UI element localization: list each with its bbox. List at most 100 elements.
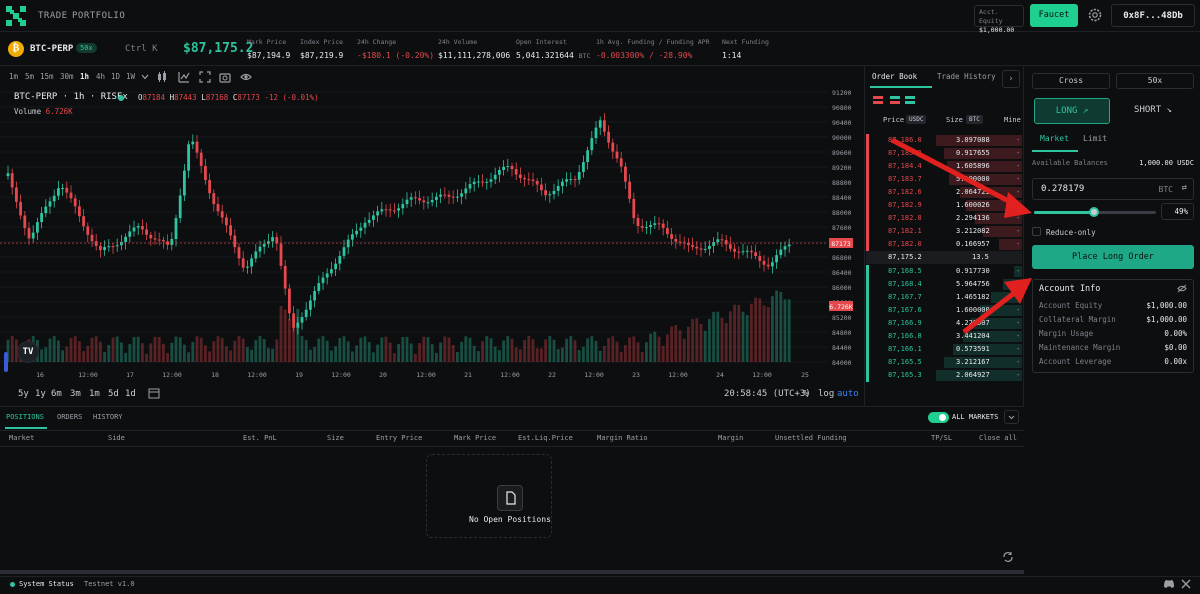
logo-icon[interactable] bbox=[6, 6, 26, 26]
candlestick-chart[interactable]: 91200 90800 90400 90000 89600 89200 88800 88400… bbox=[0, 88, 864, 384]
side-marker bbox=[866, 317, 869, 330]
ask-row[interactable]: 87,183.7 5.100000 - bbox=[866, 173, 1022, 186]
tab-market[interactable]: Market bbox=[1040, 134, 1069, 143]
account-row-label: Margin Usage bbox=[1039, 329, 1094, 338]
faucet-button[interactable]: Faucet bbox=[1030, 4, 1078, 27]
tab-history[interactable]: HISTORY bbox=[93, 413, 123, 421]
bid-row[interactable]: 87,167.6 1.600000 - bbox=[866, 304, 1022, 317]
timeframe-30m[interactable]: 30m bbox=[60, 72, 74, 81]
x-twitter-icon[interactable] bbox=[1181, 579, 1191, 589]
place-order-button[interactable]: Place Long Order bbox=[1032, 245, 1194, 269]
stat-value: 5,041.321644 bbox=[516, 51, 574, 60]
timeframe-15m[interactable]: 15m bbox=[40, 72, 54, 81]
tab-trade-history[interactable]: Trade History bbox=[937, 72, 996, 81]
volume-bar bbox=[103, 352, 106, 362]
percent-toggle[interactable]: % bbox=[803, 389, 809, 399]
chart-scroll-handle[interactable] bbox=[4, 352, 8, 372]
tab-positions[interactable]: POSITIONS bbox=[6, 413, 44, 421]
calendar-icon[interactable] bbox=[148, 387, 160, 399]
markets-dropdown[interactable] bbox=[1004, 410, 1019, 424]
range-6m[interactable]: 6m bbox=[51, 389, 62, 399]
timeframe-1d[interactable]: 1D bbox=[111, 72, 121, 81]
candle-body bbox=[708, 245, 711, 249]
auto-toggle[interactable]: auto bbox=[837, 389, 859, 399]
eye-icon[interactable] bbox=[240, 71, 252, 83]
ask-row[interactable]: 87,182.1 3.212082 - bbox=[866, 225, 1022, 238]
candle-body bbox=[661, 223, 665, 229]
candle-body bbox=[779, 249, 783, 256]
timeframe-1h[interactable]: 1h bbox=[80, 72, 90, 81]
timeframe-1w[interactable]: 1W bbox=[126, 72, 136, 81]
nav-portfolio[interactable]: PORTFOLIO bbox=[72, 11, 126, 21]
fullscreen-icon[interactable] bbox=[199, 71, 211, 83]
candle-body bbox=[657, 223, 661, 225]
ask-row[interactable]: 87,186.0 3.097088 - bbox=[866, 134, 1022, 147]
ask-row[interactable]: 87,182.8 2.294136 - bbox=[866, 212, 1022, 225]
bid-row[interactable]: 87,165.3 2.064927 - bbox=[866, 369, 1022, 382]
bid-row[interactable]: 87,166.1 0.573591 - bbox=[866, 343, 1022, 356]
timeframe-5m[interactable]: 5m bbox=[25, 72, 35, 81]
order-size-input[interactable]: 0.278179 BTC ⇄ bbox=[1032, 178, 1194, 200]
candle-body bbox=[86, 226, 90, 235]
tradingview-logo-icon[interactable]: TV bbox=[17, 341, 39, 363]
candles-icon[interactable] bbox=[156, 71, 168, 83]
chevron-right-icon[interactable]: › bbox=[1002, 70, 1020, 88]
horizontal-scrollbar[interactable] bbox=[0, 570, 1024, 574]
timeframe-4h[interactable]: 4h bbox=[96, 72, 106, 81]
range-3m[interactable]: 3m bbox=[70, 389, 81, 399]
log-toggle[interactable]: log bbox=[818, 389, 835, 399]
price-unit-selector[interactable]: USDC bbox=[906, 115, 927, 124]
leverage-button[interactable]: 50x bbox=[1116, 73, 1194, 89]
all-markets-toggle[interactable] bbox=[928, 412, 949, 423]
candle-body bbox=[267, 241, 270, 244]
ask-row[interactable]: 87,185.2 0.917655 - bbox=[866, 147, 1022, 160]
timeframe-1m[interactable]: 1m bbox=[9, 72, 19, 81]
ask-row[interactable]: 87,184.4 1.605896 - bbox=[866, 160, 1022, 173]
bid-row[interactable]: 87,166.8 3.441204 - bbox=[866, 330, 1022, 343]
candle-body bbox=[195, 141, 199, 153]
candle-body bbox=[733, 248, 736, 252]
range-1m[interactable]: 1m bbox=[89, 389, 100, 399]
volume-bar bbox=[166, 353, 169, 362]
reduce-only-label[interactable]: Reduce-only bbox=[1046, 228, 1096, 237]
tab-orders[interactable]: ORDERS bbox=[57, 413, 83, 421]
range-1d[interactable]: 1d bbox=[125, 389, 136, 399]
eye-off-icon[interactable] bbox=[1177, 284, 1187, 293]
book-view-toggle-icons[interactable] bbox=[873, 96, 915, 106]
volume-bar bbox=[439, 342, 442, 362]
short-button[interactable]: SHORT ↘ bbox=[1134, 105, 1172, 115]
account-row: Account Leverage 0.00x bbox=[1039, 357, 1187, 366]
market-symbol[interactable]: BTC-PERP bbox=[30, 44, 74, 54]
size-slider-thumb[interactable] bbox=[1088, 207, 1099, 217]
gear-icon[interactable] bbox=[1087, 7, 1103, 23]
tab-order-book[interactable]: Order Book bbox=[872, 72, 918, 81]
reduce-only-checkbox[interactable] bbox=[1032, 227, 1041, 236]
all-markets-label[interactable]: ALL MARKETS bbox=[952, 413, 999, 421]
range-5d[interactable]: 5d bbox=[108, 389, 119, 399]
range-1y[interactable]: 1y bbox=[35, 389, 46, 399]
margin-mode-button[interactable]: Cross bbox=[1032, 73, 1110, 89]
bid-row[interactable]: 87,165.5 3.212167 - bbox=[866, 356, 1022, 369]
camera-icon[interactable] bbox=[219, 71, 231, 83]
candle-body bbox=[447, 194, 451, 197]
price-chart[interactable]: 91200 90800 90400 90000 89600 89200 88800 88400… bbox=[0, 88, 864, 406]
tab-limit[interactable]: Limit bbox=[1083, 134, 1108, 143]
size-unit-selector[interactable]: BTC bbox=[966, 115, 983, 124]
nav-trade[interactable]: TRADE bbox=[38, 11, 68, 21]
long-button[interactable]: LONG ↗ bbox=[1034, 98, 1110, 124]
system-status-link[interactable]: System Status bbox=[19, 580, 74, 588]
discord-icon[interactable] bbox=[1163, 579, 1175, 589]
refresh-icon[interactable] bbox=[1002, 551, 1014, 563]
size-percent-input[interactable]: 49% bbox=[1161, 203, 1194, 220]
chevron-down-icon[interactable] bbox=[141, 73, 149, 81]
swap-unit-icon[interactable]: ⇄ bbox=[1181, 183, 1187, 193]
close-all-button[interactable]: Close all bbox=[979, 434, 1017, 442]
bid-row[interactable]: 87,168.5 0.917730 - bbox=[866, 265, 1022, 278]
range-5y[interactable]: 5y bbox=[18, 389, 29, 399]
wallet-button[interactable]: 0x8F...48Db bbox=[1111, 4, 1195, 27]
candle-body bbox=[317, 283, 321, 291]
order-size-value[interactable]: 0.278179 bbox=[1041, 184, 1085, 194]
market-search-shortcut[interactable]: Ctrl K bbox=[125, 44, 158, 54]
ask-row[interactable]: 87,182.0 0.166957 - bbox=[866, 238, 1022, 251]
indicators-icon[interactable] bbox=[178, 71, 190, 83]
